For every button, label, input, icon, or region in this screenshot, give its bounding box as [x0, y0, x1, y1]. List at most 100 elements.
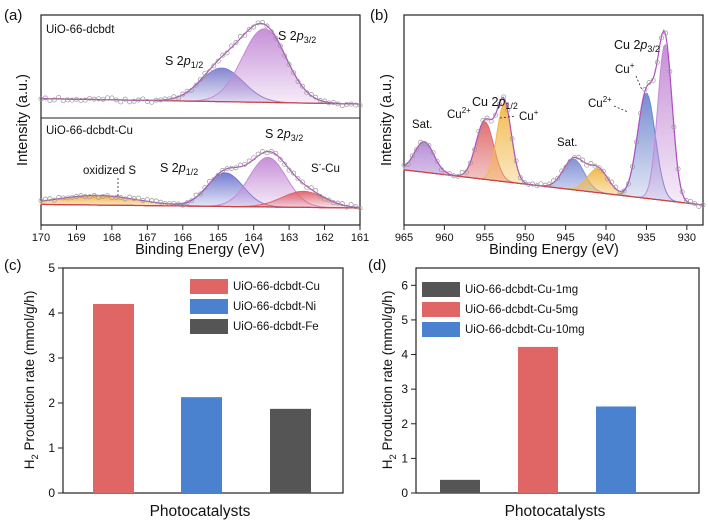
xps-data-point — [521, 179, 527, 185]
xps-data-point — [220, 167, 226, 173]
panel-a-top-s2p32-label: S 2p3/2 — [278, 29, 316, 45]
xps-data-point — [65, 97, 71, 103]
panel-a-x-tick-label: 162 — [315, 232, 333, 244]
xps-data-point — [605, 176, 610, 182]
xps-data-point — [255, 151, 261, 157]
xps-data-point — [621, 188, 627, 194]
legend-swatch — [190, 319, 228, 334]
xps-data-point — [273, 35, 279, 41]
xps-data-point — [291, 170, 296, 176]
panel-b-sat1-label: Sat. — [412, 119, 432, 131]
panel-b-x-tick-label: 960 — [435, 232, 453, 244]
xps-data-point — [509, 136, 515, 142]
xps-data-point — [273, 150, 279, 156]
panel-b-cu-right-label: Cu+ — [615, 61, 635, 76]
xps-data-point — [47, 196, 53, 202]
bar-uio-66-dcbdt-ni — [181, 397, 222, 493]
xps-data-point — [69, 97, 75, 103]
panel-a-x-tick-label: 163 — [280, 232, 298, 244]
bar-uio-66-dcbdt-fe — [270, 408, 311, 493]
xps-data-point — [430, 150, 436, 156]
xps-data-point — [304, 90, 310, 96]
xps-data-point — [198, 191, 203, 197]
xps-data-point — [268, 29, 274, 35]
xps-data-point — [233, 40, 239, 45]
panel-a-x-ticks: 170 169 168 167 166 165 164 163 162 161 — [32, 225, 369, 244]
legend-swatch — [422, 282, 460, 297]
xps-data-point — [127, 194, 133, 200]
y-tick-label: 5 — [48, 261, 55, 275]
panel-b-cu2p12-label: Cu 2p1/2 — [472, 95, 518, 111]
panel-b-cu-left-label: Cu+ — [519, 108, 539, 123]
panel-a-bottom-scu-label: S--Cu — [311, 160, 340, 175]
xps-data-point — [405, 161, 411, 167]
panel-b-x-tick-label: 930 — [678, 232, 696, 244]
xps-data-point — [588, 161, 594, 166]
xps-data-point — [140, 198, 146, 203]
panel-b-x-tick-label: 935 — [637, 232, 655, 244]
xps-data-point — [73, 194, 79, 199]
xps-data-point — [202, 185, 208, 191]
legend-label: UiO-66-dcbdt-Cu-1mg — [465, 284, 578, 296]
xps-data-point — [409, 153, 415, 159]
xps-data-point — [313, 188, 319, 194]
xps-data-point — [136, 195, 141, 201]
bar-uio-66-dcbdt-cu — [93, 304, 134, 493]
xps-data-point — [113, 97, 119, 103]
xps-data-point — [696, 203, 702, 209]
xps-data-point — [282, 161, 288, 167]
xps-data-point — [184, 200, 190, 206]
xps-data-point — [193, 192, 199, 198]
xps-data-point — [180, 202, 186, 208]
xps-data-point — [51, 97, 57, 103]
panel-a-top-plot — [38, 20, 363, 108]
panel-b-sat2-label: Sat. — [557, 137, 577, 149]
y-tick-label: 1 — [48, 441, 55, 455]
xps-data-point — [224, 50, 230, 56]
xps-data-point — [149, 99, 155, 105]
y-tick-label: 4 — [48, 306, 55, 320]
xps-data-point — [295, 176, 301, 182]
xps-data-point — [260, 149, 265, 155]
xps-data-point — [330, 100, 336, 105]
panel-a-x-tick-label: 165 — [209, 232, 227, 244]
legend-swatch — [190, 279, 228, 294]
xps-data-point — [229, 43, 234, 49]
xps-data-point — [497, 101, 502, 107]
panel-c: (c) 0 1 2 3 4 5 UiO-66-dcbdt-Cu UiO-66-dcbdt-Ni… — [4, 257, 344, 520]
panel-a-x-tick-label: 166 — [174, 232, 192, 244]
xps-data-point — [73, 96, 79, 102]
xps-data-point — [206, 179, 212, 184]
xps-data-point — [308, 92, 314, 97]
xps-data-point — [184, 88, 190, 94]
xps-data-point — [299, 83, 305, 89]
bar-uio-66-dcbdt-cu-5mg — [518, 346, 558, 493]
xps-data-point — [575, 154, 581, 160]
xps-data-point — [202, 70, 208, 76]
xps-data-point — [198, 76, 203, 82]
panel-b-frame — [403, 14, 704, 226]
xps-data-point — [295, 79, 301, 84]
xps-data-point — [488, 118, 494, 124]
xps-fit-envelope — [41, 22, 360, 105]
xps-data-point — [467, 160, 473, 166]
xps-data-point — [646, 80, 652, 86]
xps-data-point — [233, 165, 239, 171]
xps-data-point — [246, 158, 252, 164]
panel-a-x-tick-label: 170 — [32, 232, 50, 244]
xps-data-point — [100, 193, 106, 199]
panel-a-bottom-plot — [38, 149, 363, 211]
y-tick-label: 4 — [401, 348, 408, 362]
xps-data-point — [136, 97, 141, 103]
xps-data-point — [501, 94, 507, 100]
xps-data-point — [418, 139, 424, 145]
xps-peak-cu-2p3-2 — [403, 43, 704, 206]
xps-data-point — [567, 159, 573, 164]
panel-a-top-s2p12-label: S 2p1/2 — [165, 54, 203, 70]
xps-data-point — [105, 193, 110, 199]
panel-b-x-tick-label: 940 — [597, 232, 615, 244]
y-tick-label: 5 — [401, 313, 408, 327]
xps-data-point — [175, 201, 181, 207]
xps-data-point — [339, 201, 345, 207]
xps-data-point — [426, 142, 432, 148]
